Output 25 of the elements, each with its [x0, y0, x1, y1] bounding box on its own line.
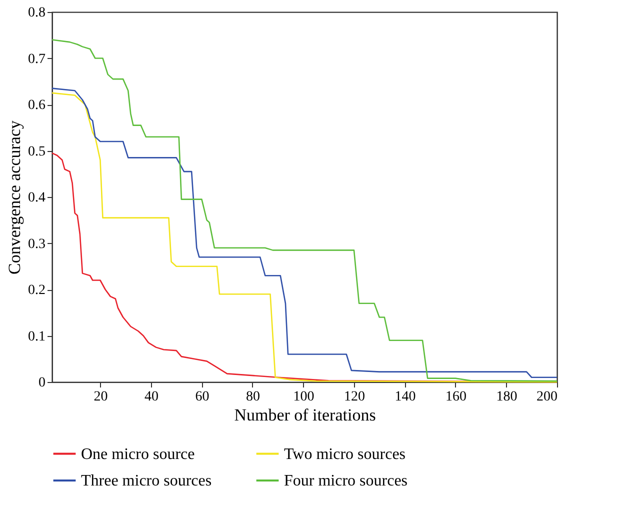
y-tick-label: 0.7: [28, 52, 46, 67]
x-tick-label: 60: [195, 390, 210, 404]
y-tick-label: 0.8: [28, 6, 46, 20]
y-axis-title: Convergence accuracy: [5, 120, 24, 275]
y-tick-label: 0.3: [28, 236, 46, 252]
legend-label: Two micro sources: [284, 446, 406, 463]
x-tick-label: 40: [144, 390, 158, 404]
y-tick-label: 0.6: [28, 98, 46, 113]
legend-label: Four micro sources: [284, 472, 408, 490]
x-tick-label: 140: [394, 390, 416, 404]
y-tick-label: 0.1: [28, 329, 46, 344]
x-tick-label: 160: [445, 390, 466, 404]
x-tick-label: 120: [344, 390, 365, 404]
x-tick-label: 20: [94, 390, 108, 404]
x-axis-title: Number of iterations: [234, 406, 376, 424]
y-tick-label: 0: [38, 376, 46, 390]
x-tick-label: 180: [496, 390, 518, 404]
x-tick-label: 200: [536, 390, 558, 404]
y-tick-label: 0.5: [28, 144, 46, 160]
x-tick-label: 100: [293, 390, 314, 404]
y-tick-label: 0.4: [28, 190, 46, 206]
legend-label: Three micro sources: [81, 472, 212, 490]
legend-label: One micro source: [81, 446, 195, 463]
x-tick-label: 80: [246, 390, 260, 404]
y-tick-label: 0.2: [28, 283, 46, 298]
